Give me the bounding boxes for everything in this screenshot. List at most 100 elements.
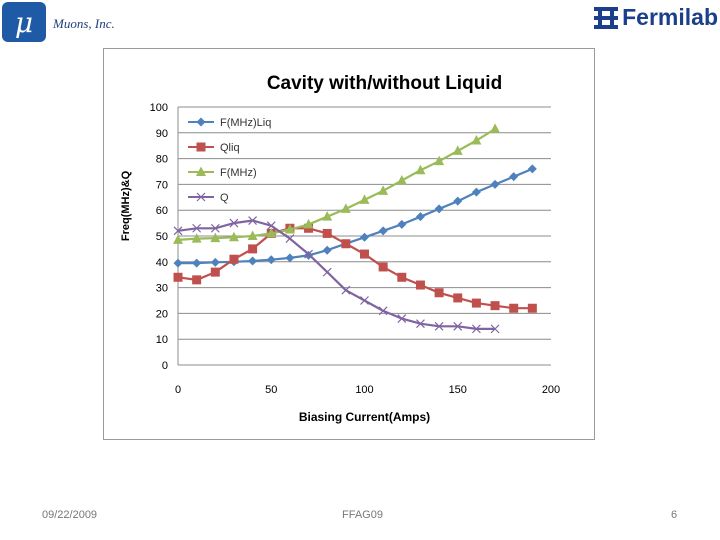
data-point bbox=[248, 216, 258, 225]
data-point bbox=[192, 223, 202, 233]
series-line bbox=[177, 127, 496, 241]
data-point bbox=[266, 227, 277, 238]
x-tick-label: 150 bbox=[449, 384, 467, 396]
x-tick-label: 50 bbox=[265, 384, 277, 396]
x-tick-label: 0 bbox=[175, 384, 181, 396]
data-point bbox=[360, 296, 369, 305]
x-tick-label: 200 bbox=[542, 384, 560, 396]
data-point bbox=[434, 204, 444, 214]
data-point bbox=[248, 244, 258, 254]
y-tick-label: 50 bbox=[156, 231, 168, 243]
data-point bbox=[210, 267, 220, 277]
data-point bbox=[192, 258, 202, 268]
y-tick-label: 60 bbox=[156, 205, 168, 217]
data-point bbox=[378, 226, 388, 236]
data-point bbox=[341, 239, 351, 249]
data-point bbox=[303, 218, 314, 229]
legend-marker bbox=[196, 142, 206, 152]
data-point bbox=[452, 145, 463, 155]
data-point bbox=[527, 164, 537, 174]
data-point bbox=[173, 234, 183, 244]
legend-marker bbox=[196, 117, 206, 127]
footer-conference: FFAG09 bbox=[342, 509, 383, 521]
series-line bbox=[177, 219, 496, 330]
data-point bbox=[509, 303, 519, 313]
legend-label: F(MHz)Liq bbox=[220, 117, 271, 129]
data-point bbox=[471, 135, 482, 145]
chart-frame: 0 10 20 30 40 50 60 70 80 90 100 0 50 100 150 200 Cavity… bbox=[103, 48, 595, 440]
y-tick-label: 30 bbox=[156, 283, 168, 295]
data-point bbox=[490, 324, 500, 334]
legend-marker bbox=[196, 192, 206, 202]
y-tick-label: 80 bbox=[156, 154, 168, 166]
data-point bbox=[304, 249, 313, 259]
footer-page-number: 6 bbox=[671, 509, 678, 521]
y-axis-label: Freq(MHz)&Q bbox=[120, 170, 132, 241]
data-point bbox=[173, 258, 183, 268]
data-point bbox=[210, 232, 221, 243]
data-point bbox=[322, 245, 332, 255]
fermilab-wordmark: Fermilab bbox=[622, 4, 718, 30]
y-tick-label: 20 bbox=[156, 308, 168, 320]
data-point bbox=[266, 221, 276, 231]
legend-label: F(MHz) bbox=[220, 167, 257, 179]
data-point bbox=[191, 233, 202, 243]
data-point bbox=[453, 196, 463, 206]
data-point bbox=[453, 293, 463, 303]
data-point bbox=[322, 211, 333, 221]
data-point bbox=[453, 321, 463, 331]
data-point bbox=[416, 319, 425, 329]
data-point bbox=[415, 212, 425, 222]
data-point bbox=[228, 231, 239, 242]
data-point bbox=[378, 262, 388, 272]
data-point bbox=[266, 255, 276, 265]
data-point bbox=[434, 288, 444, 298]
data-point bbox=[210, 223, 220, 233]
data-point bbox=[192, 275, 202, 285]
data-point bbox=[229, 254, 239, 264]
y-tick-label: 90 bbox=[156, 128, 168, 140]
data-point bbox=[173, 272, 183, 282]
data-point bbox=[378, 306, 388, 316]
y-tick-label: 70 bbox=[156, 179, 168, 191]
data-point bbox=[509, 172, 519, 182]
fermilab-icon bbox=[594, 6, 619, 29]
data-point bbox=[490, 123, 501, 133]
data-point bbox=[210, 257, 220, 267]
data-point bbox=[490, 301, 500, 311]
data-point bbox=[341, 285, 351, 295]
data-point bbox=[340, 203, 351, 213]
data-point bbox=[378, 185, 389, 195]
data-point bbox=[173, 226, 183, 236]
y-tick-label: 10 bbox=[156, 334, 168, 346]
muons-logo: μ bbox=[2, 2, 46, 42]
data-point bbox=[397, 272, 407, 282]
data-point bbox=[322, 267, 332, 277]
data-point bbox=[434, 155, 445, 166]
x-tick-label: 100 bbox=[355, 384, 373, 396]
company-name: Muons, Inc. bbox=[53, 16, 115, 31]
data-point bbox=[471, 324, 481, 334]
y-tick-label: 40 bbox=[156, 257, 168, 269]
data-point bbox=[229, 218, 239, 228]
data-point bbox=[322, 228, 332, 238]
mu-symbol: μ bbox=[14, 5, 34, 39]
data-point bbox=[247, 230, 258, 240]
legend-label: Q bbox=[220, 192, 229, 204]
data-point bbox=[359, 194, 370, 204]
footer-date: 09/22/2009 bbox=[42, 509, 98, 521]
data-point bbox=[415, 280, 425, 290]
data-point bbox=[360, 232, 369, 242]
data-point bbox=[397, 314, 407, 323]
data-point bbox=[434, 321, 444, 331]
data-point bbox=[285, 234, 295, 244]
data-point bbox=[415, 164, 426, 175]
legend-marker bbox=[196, 166, 206, 176]
data-point bbox=[471, 298, 481, 308]
data-point bbox=[248, 256, 258, 266]
data-point bbox=[360, 249, 369, 259]
data-point bbox=[284, 224, 295, 234]
data-point bbox=[471, 187, 481, 197]
data-point bbox=[396, 175, 407, 185]
chart-title: Cavity with/without Liquid bbox=[267, 73, 502, 94]
